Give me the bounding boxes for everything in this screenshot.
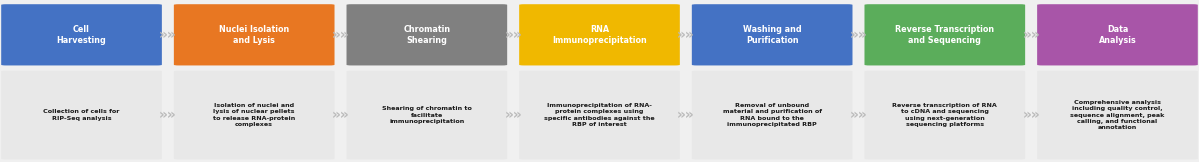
Text: Reverse transcription of RNA
to cDNA and sequencing
using next-generation
sequen: Reverse transcription of RNA to cDNA and… (892, 103, 998, 127)
Text: »»: »» (505, 28, 522, 42)
Text: »»: »» (1023, 28, 1040, 42)
Text: Shearing of chromatin to
facilitate
immunoprecipitation: Shearing of chromatin to facilitate immu… (382, 106, 471, 124)
Text: Removal of unbound
material and purification of
RNA bound to the
immunoprecipita: Removal of unbound material and purifica… (723, 103, 821, 127)
FancyBboxPatch shape (1, 71, 162, 159)
Text: »»: »» (505, 108, 522, 122)
Text: RNA
Immunoprecipitation: RNA Immunoprecipitation (552, 25, 647, 45)
Text: »»: »» (159, 108, 176, 122)
Text: Immunoprecipitation of RNA-
protein complexes using
specific antibodies against : Immunoprecipitation of RNA- protein comp… (544, 103, 655, 127)
FancyBboxPatch shape (519, 4, 680, 65)
FancyBboxPatch shape (174, 71, 335, 159)
Text: »»: »» (332, 108, 349, 122)
Text: Cell
Harvesting: Cell Harvesting (56, 25, 107, 45)
FancyBboxPatch shape (692, 71, 852, 159)
FancyBboxPatch shape (864, 4, 1025, 65)
Text: »»: »» (332, 28, 349, 42)
FancyBboxPatch shape (519, 71, 680, 159)
FancyBboxPatch shape (347, 4, 507, 65)
Text: »»: »» (677, 108, 694, 122)
Text: Isolation of nuclei and
lysis of nuclear pellets
to release RNA-protein
complexe: Isolation of nuclei and lysis of nuclear… (213, 103, 295, 127)
FancyBboxPatch shape (1, 4, 162, 65)
FancyBboxPatch shape (347, 71, 507, 159)
FancyBboxPatch shape (692, 4, 852, 65)
Text: Collection of cells for
RIP-Seq analysis: Collection of cells for RIP-Seq analysis (43, 109, 120, 121)
FancyBboxPatch shape (1037, 4, 1198, 65)
Text: Data
Analysis: Data Analysis (1098, 25, 1137, 45)
FancyBboxPatch shape (864, 71, 1025, 159)
Text: »»: »» (1023, 108, 1040, 122)
Text: »»: »» (677, 28, 694, 42)
Text: »»: »» (850, 28, 867, 42)
Text: »»: »» (159, 28, 176, 42)
Text: Chromatin
Shearing: Chromatin Shearing (403, 25, 451, 45)
Text: »»: »» (850, 108, 867, 122)
Text: Nuclei Isolation
and Lysis: Nuclei Isolation and Lysis (219, 25, 289, 45)
FancyBboxPatch shape (174, 4, 335, 65)
FancyBboxPatch shape (1037, 71, 1198, 159)
Text: Washing and
Purification: Washing and Purification (743, 25, 801, 45)
Text: Reverse Transcription
and Sequencing: Reverse Transcription and Sequencing (896, 25, 994, 45)
Text: Comprehensive analysis
including quality control,
sequence alignment, peak
calli: Comprehensive analysis including quality… (1071, 100, 1164, 130)
